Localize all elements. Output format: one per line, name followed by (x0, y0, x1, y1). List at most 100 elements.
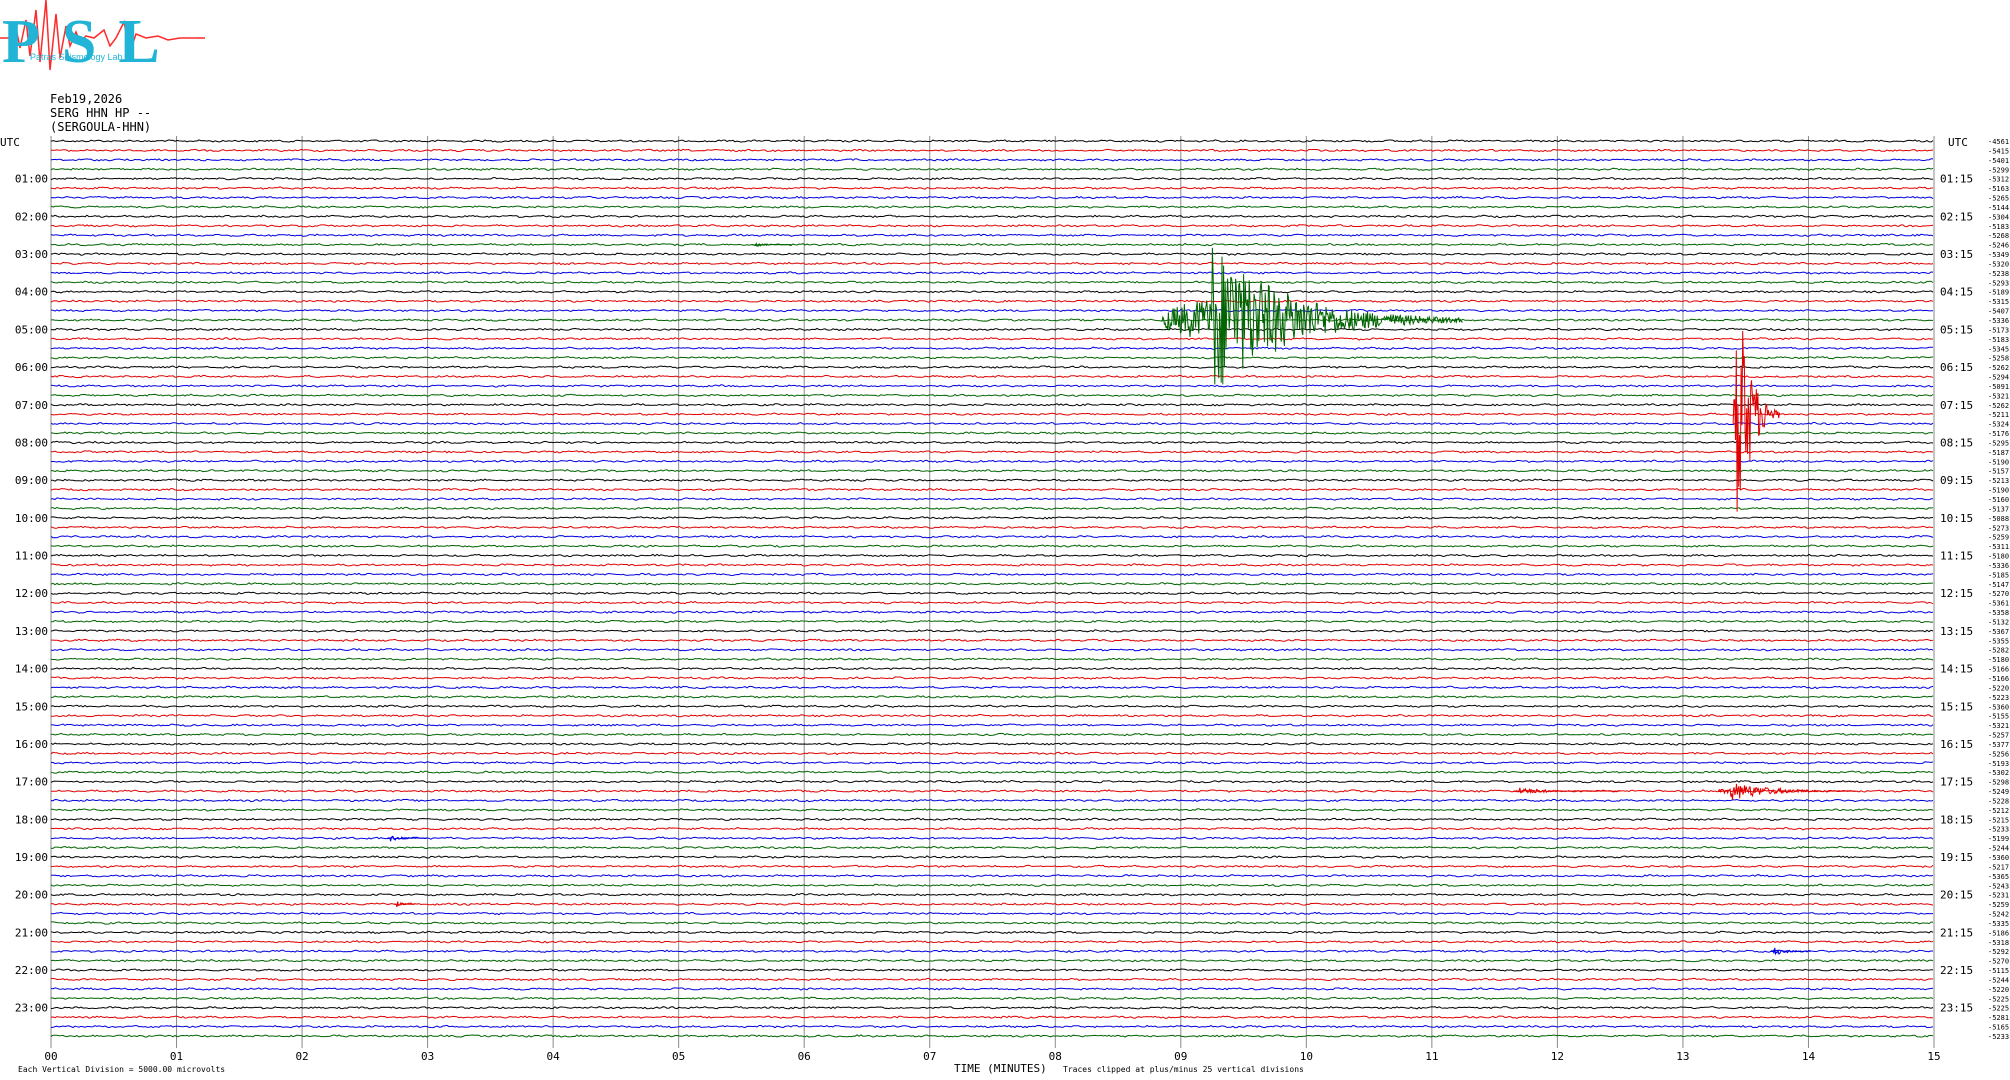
x-tick-label: 11 (1425, 1050, 1438, 1063)
seismic-trace (50, 855, 1934, 859)
trace-offset-label: -5193 (1988, 760, 2009, 768)
left-hour-label: 10:00 (15, 512, 48, 525)
x-tick-label: 06 (798, 1050, 811, 1063)
seismic-trace (50, 403, 1934, 407)
trace-offset-label: -5183 (1988, 336, 2009, 344)
trace-offset-label: -5270 (1988, 590, 2009, 598)
trace-offset-label: -5355 (1988, 637, 2009, 645)
seismic-trace (50, 563, 1934, 567)
right-hour-label: 20:15 (1940, 889, 1973, 902)
trace-offset-label: -5231 (1988, 892, 2009, 900)
trace-offset-label: -5137 (1988, 505, 2009, 513)
left-axis-title: UTC (0, 136, 20, 149)
trace-offset-label: -5243 (1988, 882, 2009, 890)
seismic-trace (50, 685, 1934, 690)
seismic-trace (50, 148, 1934, 153)
seismic-trace (51, 921, 1933, 925)
seismic-trace (50, 355, 1934, 360)
seismic-trace (50, 987, 1934, 991)
seismic-trace (50, 600, 1934, 605)
trace-offset-label: -4561 (1988, 138, 2009, 146)
trace-offset-label: -5165 (1988, 1024, 2009, 1032)
event-burst (1513, 787, 1620, 795)
trace-offset-label: -5360 (1988, 854, 2009, 862)
right-hour-label: 19:15 (1940, 851, 1973, 864)
header-date: Feb19,2026 (50, 92, 123, 106)
seismic-trace (50, 242, 1934, 247)
left-hour-label: 04:00 (15, 286, 48, 299)
seismic-trace (50, 195, 1934, 200)
trace-offset-label: -5132 (1988, 618, 2009, 626)
seismic-trace (50, 1034, 1934, 1038)
trace-offset-label: -5282 (1988, 647, 2009, 655)
header-station-line: SERG HHN HP -- (50, 106, 152, 120)
trace-offset-label: -5320 (1988, 260, 2009, 268)
seismic-trace (50, 704, 1934, 708)
trace-offset-label: -5244 (1988, 845, 2009, 853)
seismic-trace (50, 280, 1934, 284)
right-hour-label: 17:15 (1940, 776, 1973, 789)
seismic-trace (50, 261, 1934, 266)
clip-note: Traces clipped at plus/minus 25 vertical… (1063, 1065, 1304, 1074)
trace-offset-label: -5299 (1988, 166, 2009, 174)
left-hour-label: 08:00 (15, 436, 48, 449)
x-tick-label: 12 (1551, 1050, 1564, 1063)
right-hour-label: 14:15 (1940, 663, 1973, 676)
right-hour-label: 08:15 (1940, 436, 1973, 449)
seismic-trace (50, 713, 1933, 718)
trace-offset-label: -5358 (1988, 609, 2009, 617)
right-hour-labels: 01:15 02:15 03:15 04:15 05:15 06:15 07:15 08:15… (1940, 173, 1973, 1015)
seismic-trace (50, 968, 1934, 972)
trace-offset-label: -5166 (1988, 675, 2009, 683)
trace-offset-label: -5365 (1988, 873, 2009, 881)
seismic-trace (50, 450, 1934, 454)
seismic-trace (50, 836, 1934, 840)
x-tick-label: 03 (421, 1050, 434, 1063)
seismic-trace (50, 742, 1934, 746)
left-hour-label: 15:00 (15, 700, 48, 713)
trace-offset-label: -5242 (1988, 911, 2009, 919)
trace-offset-label: -5180 (1988, 553, 2009, 561)
x-tick-label: 05 (672, 1050, 685, 1063)
right-hour-label: 03:15 (1940, 248, 1973, 261)
trace-offset-label: -5293 (1988, 279, 2009, 287)
left-hour-label: 14:00 (15, 663, 48, 676)
event-burst (387, 835, 428, 842)
event-burst (1161, 247, 1463, 385)
seismic-trace (50, 1015, 1934, 1019)
seismic-trace (50, 205, 1934, 209)
seismic-trace (50, 516, 1934, 520)
trace-offset-label: -5259 (1988, 534, 2009, 542)
event-burst (393, 901, 415, 908)
seismic-trace (50, 723, 1934, 727)
right-hour-label: 18:15 (1940, 813, 1973, 826)
trace-offset-label: -5335 (1988, 920, 2009, 928)
right-hour-label: 02:15 (1940, 210, 1973, 223)
right-hour-label: 13:15 (1940, 625, 1973, 638)
seismic-trace (50, 996, 1934, 1001)
left-hour-label: 02:00 (15, 210, 48, 223)
right-hour-label: 16:15 (1940, 738, 1973, 751)
trace-offset-label: -5294 (1988, 374, 2009, 382)
scale-note: Each Vertical Division = 5000.00 microvo… (18, 1065, 225, 1074)
trace-offset-label: -5407 (1988, 308, 2009, 316)
trace-offset-label: -5166 (1988, 666, 2009, 674)
trace-offset-label: -5238 (1988, 270, 2009, 278)
seismic-trace (50, 318, 1933, 322)
trace-offset-label: -5213 (1988, 477, 2009, 485)
left-hour-label: 19:00 (15, 851, 48, 864)
trace-offset-label: -5246 (1988, 242, 2009, 250)
trace-offset-label: -5189 (1988, 289, 2009, 297)
event-burst (751, 242, 792, 247)
left-hour-label: 22:00 (15, 964, 48, 977)
seismic-trace (50, 676, 1934, 680)
seismic-trace (51, 808, 1934, 812)
trace-offset-label: -5258 (1988, 355, 2009, 363)
right-hour-label: 15:15 (1940, 700, 1973, 713)
trace-offset-label: -5321 (1988, 722, 2009, 730)
left-hour-label: 13:00 (15, 625, 48, 638)
x-tick-label: 15 (1927, 1050, 1940, 1063)
seismic-trace (50, 1005, 1934, 1010)
seismic-trace (51, 365, 1934, 369)
left-hour-label: 01:00 (15, 173, 48, 186)
